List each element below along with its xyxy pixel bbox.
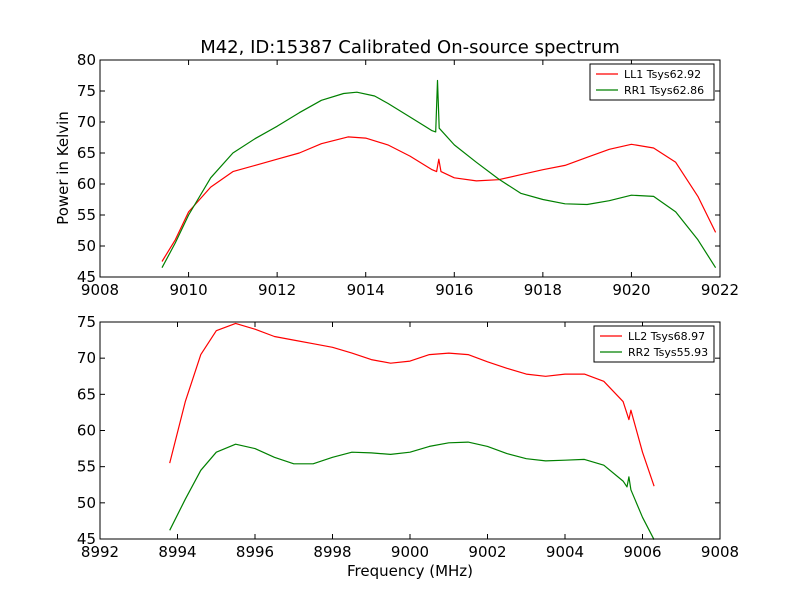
bottom-plot-ticks: 8992 8994 8996 8998 9000 9002 9004 9006 9008 45 50… <box>77 313 739 561</box>
top-x-tick-label: 9012 <box>258 281 296 299</box>
bottom-legend-label-0: LL2 Tsys68.97 <box>628 330 705 343</box>
bottom-y-tick-label: 55 <box>77 458 96 476</box>
top-x-tick-label: 9022 <box>701 281 739 299</box>
top-plot-series <box>161 79 717 269</box>
bottom-y-tick-label: 45 <box>77 530 96 548</box>
top-x-tick-label: 9010 <box>169 281 207 299</box>
bottom-x-tick-label: 8994 <box>158 543 196 561</box>
top-y-tick-label: 65 <box>77 144 96 162</box>
bottom-x-tick-label: 8998 <box>313 543 351 561</box>
bottom-legend-box <box>593 325 715 363</box>
top-y-tick-label: 50 <box>77 237 96 255</box>
top-x-tick-label: 9014 <box>347 281 385 299</box>
bottom-y-tick-label: 75 <box>77 313 96 331</box>
top-legend-label-1: RR1 Tsys62.86 <box>624 84 704 97</box>
bottom-y-tick-label: 60 <box>77 422 96 440</box>
top-x-tick-label: 9020 <box>612 281 650 299</box>
bottom-y-tick-label: 70 <box>77 349 96 367</box>
top-plot: 9008 9010 9012 9014 9016 9018 9020 9022 45 50 55 60… <box>54 51 739 299</box>
top-plot-ylabel: Power in Kelvin <box>54 111 72 225</box>
top-plot-legend: LL1 Tsys62.92 RR1 Tsys62.86 <box>589 63 715 101</box>
top-y-tick-label: 45 <box>77 268 96 286</box>
bottom-y-tick-label: 65 <box>77 385 96 403</box>
top-y-tick-label: 75 <box>77 82 96 100</box>
top-x-tick-label: 9008 <box>81 281 119 299</box>
bottom-plot-series <box>169 322 655 540</box>
top-legend-label-0: LL1 Tsys62.92 <box>624 68 701 81</box>
bottom-x-tick-label: 9006 <box>623 543 661 561</box>
series-line-bottom-1 <box>169 441 655 540</box>
series-line-top-0 <box>161 136 717 262</box>
bottom-plot: 8992 8994 8996 8998 9000 9002 9004 9006 9008 45 50… <box>77 313 739 580</box>
bottom-x-tick-label: 9008 <box>701 543 739 561</box>
bottom-y-tick-label: 50 <box>77 494 96 512</box>
top-y-tick-label: 80 <box>77 51 96 69</box>
top-plot-ticks: 9008 9010 9012 9014 9016 9018 9020 9022 45 50 55 60… <box>77 51 739 299</box>
top-x-tick-label: 9018 <box>524 281 562 299</box>
bottom-x-tick-label: 9004 <box>546 543 584 561</box>
series-line-top-1 <box>161 79 717 269</box>
bottom-legend-label-1: RR2 Tsys55.93 <box>628 346 708 359</box>
top-chart-title: M42, ID:15387 Calibrated On-source spect… <box>200 37 620 58</box>
top-legend-box <box>589 63 715 101</box>
bottom-plot-legend: LL2 Tsys68.97 RR2 Tsys55.93 <box>593 325 715 363</box>
bottom-x-tick-label: 8992 <box>81 543 119 561</box>
top-y-tick-label: 55 <box>77 206 96 224</box>
top-y-tick-label: 60 <box>77 175 96 193</box>
bottom-x-tick-label: 9000 <box>391 543 429 561</box>
series-line-bottom-0 <box>169 322 655 487</box>
bottom-x-tick-label: 8996 <box>236 543 274 561</box>
top-y-tick-label: 70 <box>77 113 96 131</box>
top-plot-frame <box>99 59 721 278</box>
top-x-tick-label: 9016 <box>435 281 473 299</box>
bottom-plot-xlabel: Frequency (MHz) <box>347 562 473 580</box>
bottom-x-tick-label: 9002 <box>468 543 506 561</box>
